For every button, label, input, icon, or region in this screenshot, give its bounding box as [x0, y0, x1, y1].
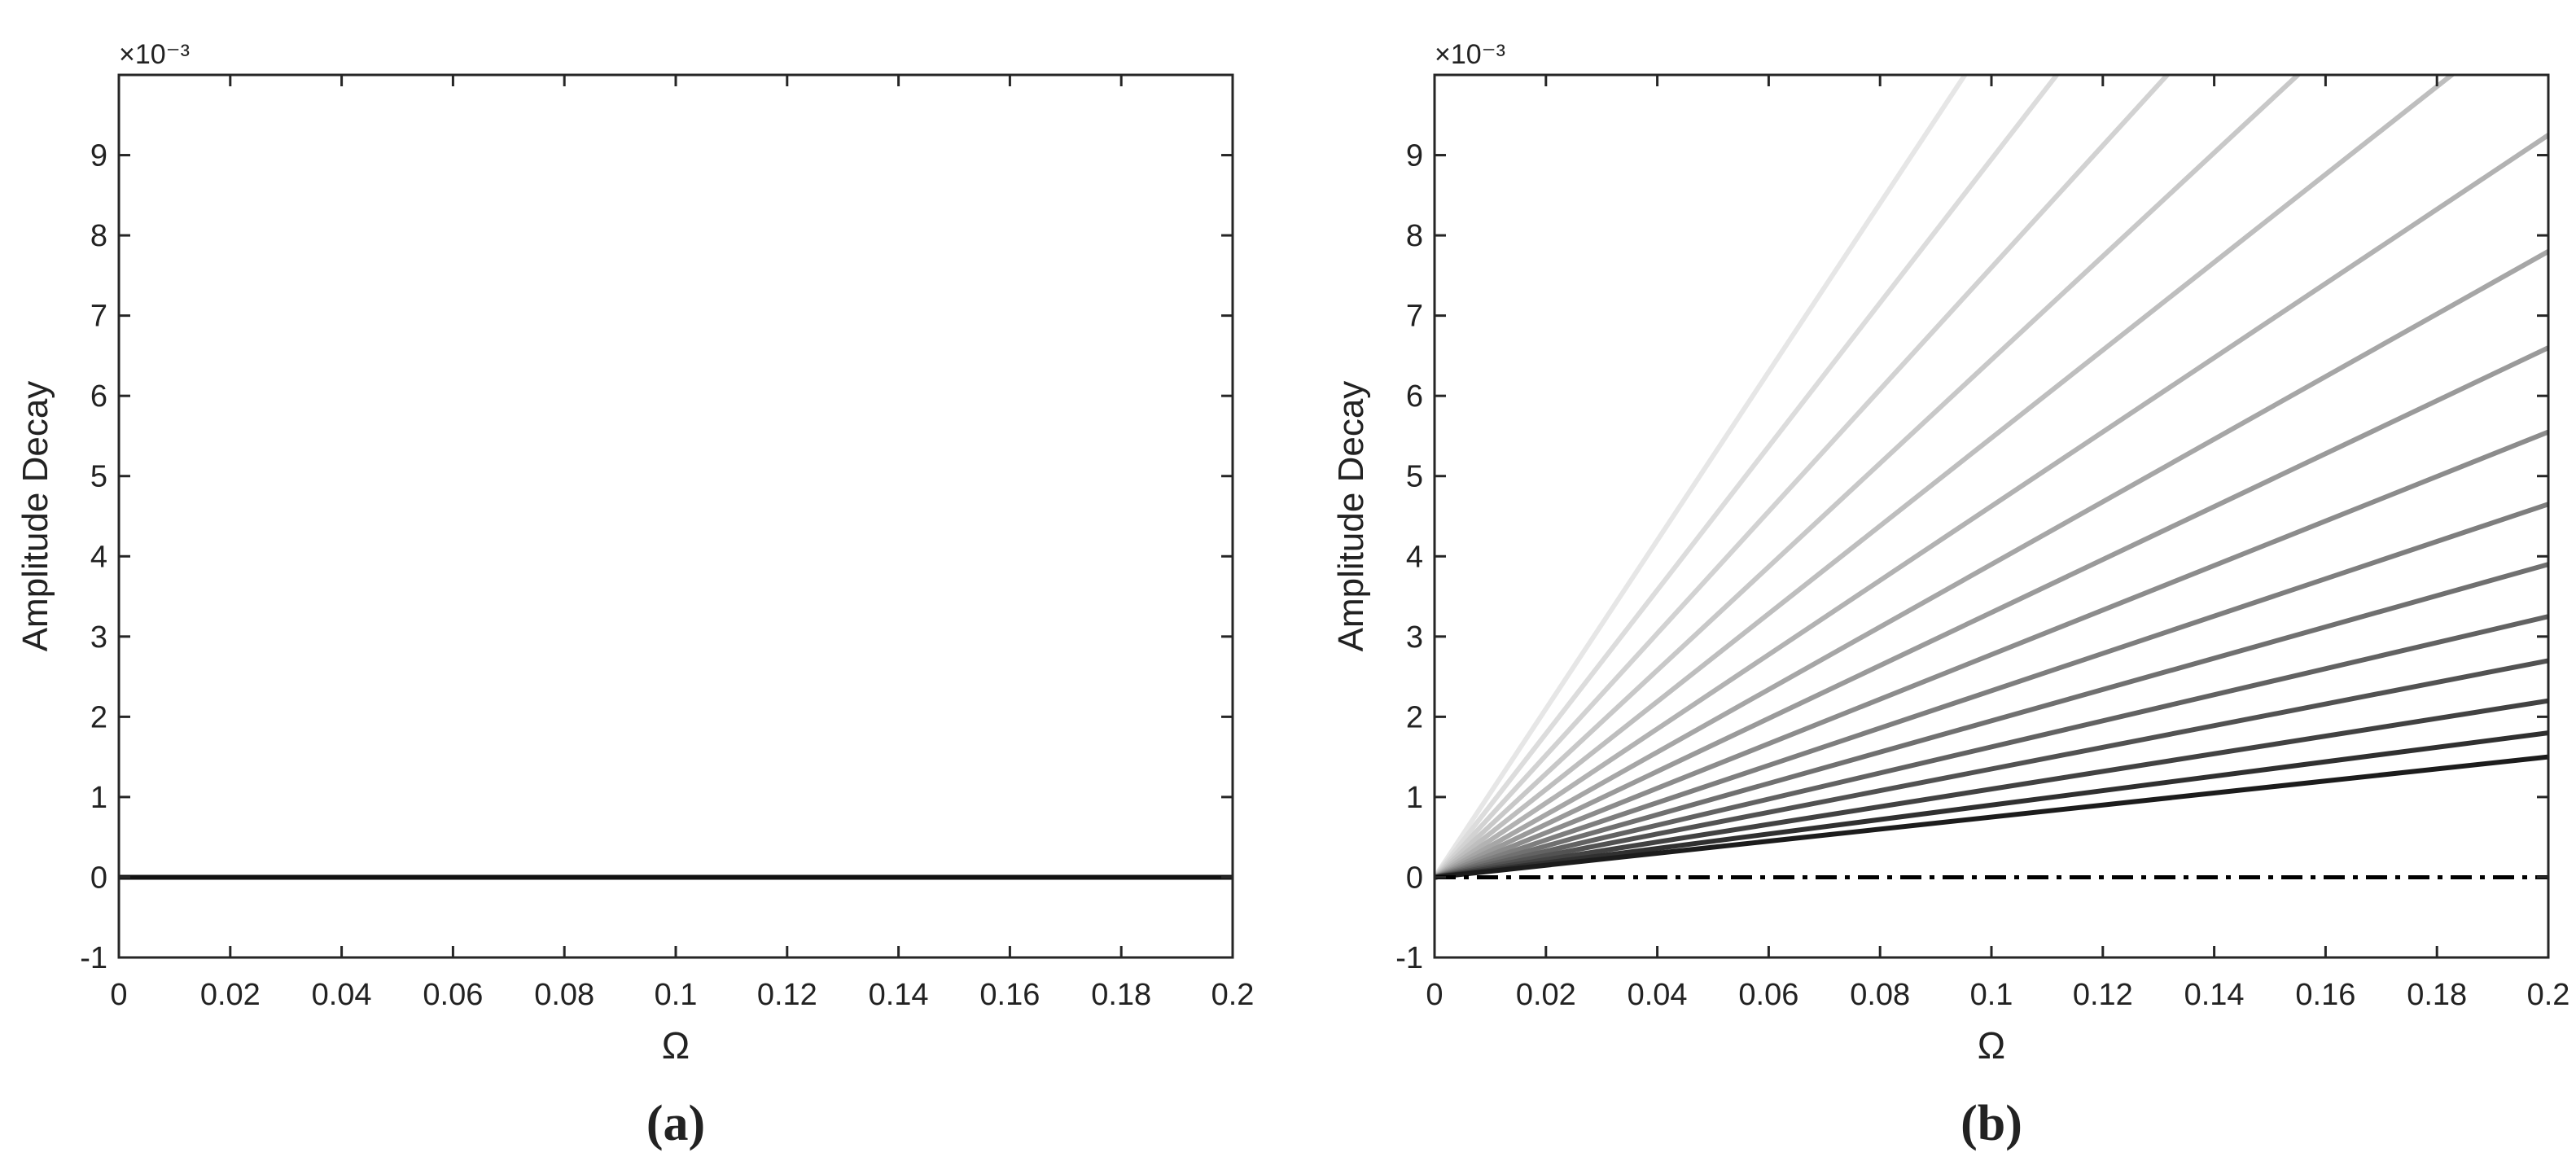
series-line-5	[1435, 75, 2456, 879]
y-tick-label: -1	[1395, 941, 1423, 975]
x-tick-label: 0.1	[655, 978, 698, 1012]
series-line-10	[1435, 502, 2548, 880]
x-tick-label: 0.12	[2073, 978, 2133, 1012]
x-tick-label: 0.06	[423, 978, 483, 1012]
x-tick-label: 0.06	[1738, 978, 1798, 1012]
series-line-11	[1435, 562, 2548, 880]
series-line-9	[1435, 429, 2548, 880]
y-tick-label: 8	[1406, 219, 1423, 253]
y-tick-label: 0	[1406, 861, 1423, 895]
x-tick-label: 0.2	[1211, 978, 1255, 1012]
y-tick-label: 0	[90, 861, 107, 895]
plot-area	[119, 75, 1233, 957]
y-tick-label: 7	[90, 300, 107, 334]
series-line-14	[1435, 698, 2548, 880]
panel-caption: (b)	[1960, 1096, 2022, 1151]
y-tick-label: 9	[1406, 139, 1423, 173]
y-tick-label: 8	[90, 219, 107, 253]
y-axis-multiplier: ×10⁻³	[119, 39, 190, 70]
y-tick-label: 1	[1406, 781, 1423, 815]
y-tick-label: 5	[1406, 460, 1423, 494]
x-tick-label: 0.12	[757, 978, 817, 1012]
x-tick-label: 0.14	[2184, 978, 2245, 1012]
x-tick-label: 0.04	[312, 978, 372, 1012]
plot-area	[1435, 75, 2548, 957]
y-tick-label: 9	[90, 139, 107, 173]
x-axis-label: Ω	[662, 1024, 690, 1067]
y-tick-label: 7	[1406, 300, 1423, 334]
x-tick-label: 0.16	[979, 978, 1040, 1012]
y-axis-label: Amplitude Decay	[1331, 381, 1371, 652]
y-tick-label: 6	[1406, 379, 1423, 414]
y-tick-label: 4	[90, 540, 107, 574]
x-tick-label: 0	[110, 978, 127, 1012]
panel-caption: (a)	[646, 1096, 705, 1151]
x-tick-label: 0.18	[1091, 978, 1151, 1012]
series-line-4	[1435, 75, 2302, 879]
x-tick-label: 0	[1426, 978, 1443, 1012]
y-tick-label: 4	[1406, 540, 1423, 574]
y-tick-label: 5	[90, 460, 107, 494]
y-tick-label: 6	[90, 379, 107, 414]
x-tick-label: 0.02	[200, 978, 261, 1012]
x-tick-label: 0.08	[534, 978, 594, 1012]
x-tick-label: 0.02	[1516, 978, 1576, 1012]
x-tick-label: 0.14	[869, 978, 929, 1012]
y-axis-label: Amplitude Decay	[15, 381, 55, 652]
x-tick-label: 0.1	[1970, 978, 2013, 1012]
y-tick-label: 3	[90, 620, 107, 655]
panel-b-amplitude-decay-chart: 0 0.02 0.04 0.06 0.08 0.1 0.12 0.14 0.16 0.18 0.2 -…	[1331, 39, 2570, 1151]
y-tick-label: 2	[90, 700, 107, 734]
y-axis-multiplier: ×10⁻³	[1435, 39, 1505, 70]
x-tick-label: 0.2	[2527, 978, 2570, 1012]
series-line-13	[1435, 658, 2548, 880]
series-line-15	[1435, 730, 2548, 880]
x-tick-label: 0.16	[2295, 978, 2355, 1012]
series-group	[1435, 75, 2548, 880]
panel-a-amplitude-decay-chart: 0 0.02 0.04 0.06 0.08 0.1 0.12 0.14 0.16 0.18 0.2 -…	[15, 39, 1254, 1151]
y-tick-label: -1	[80, 941, 107, 975]
series-line-16	[1435, 754, 2548, 880]
x-axis-label: Ω	[1978, 1024, 2005, 1067]
y-tick-label: 1	[90, 781, 107, 815]
series-line-3	[1435, 75, 2171, 879]
series-line-6	[1435, 133, 2548, 879]
series-line-7	[1435, 249, 2548, 880]
series-line-8	[1435, 345, 2548, 880]
y-tick-label: 3	[1406, 620, 1423, 655]
x-tick-label: 0.18	[2407, 978, 2467, 1012]
series-line-12	[1435, 614, 2548, 880]
y-tick-label: 2	[1406, 700, 1423, 734]
x-tick-label: 0.04	[1628, 978, 1688, 1012]
x-tick-label: 0.08	[1850, 978, 1910, 1012]
series-line-2	[1435, 75, 2061, 879]
series-line-1	[1435, 75, 1969, 879]
